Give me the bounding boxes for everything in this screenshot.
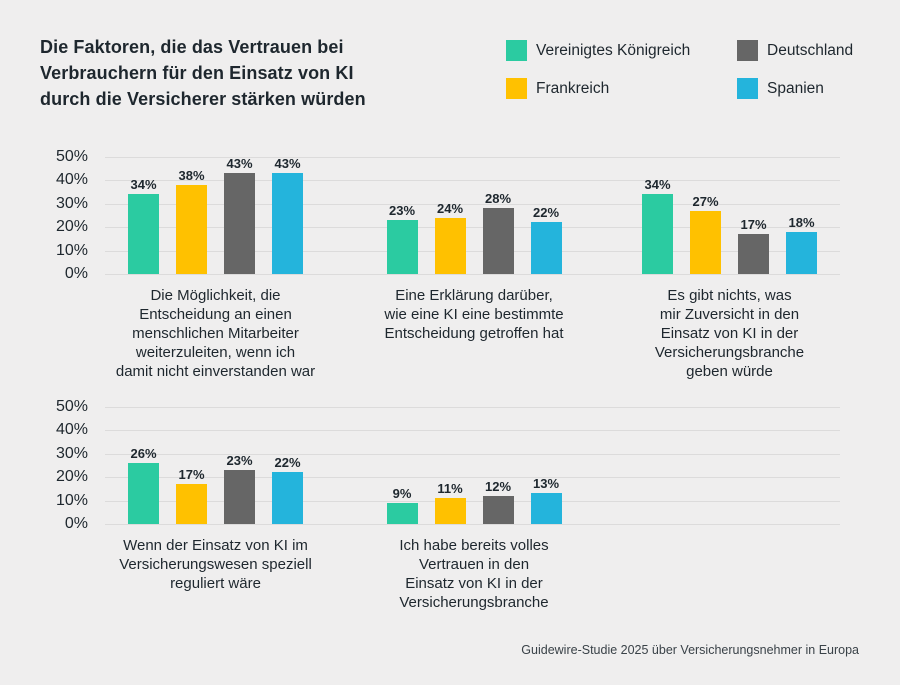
y-axis-tick-label: 50% xyxy=(55,397,88,415)
legend-item-uk: Vereinigtes Königreich xyxy=(506,40,737,61)
chart-row-1: 50% 40% 30% 20% 10% 0% 34% 38% 43% 43% Die Möglich… xyxy=(0,140,900,390)
chart-row-2: 50% 40% 30% 20% 10% 0% 26% 17% 23% 22% Wenn der Ei… xyxy=(0,390,900,640)
category-label: Ich habe bereits volles Vertrauen in den… xyxy=(399,537,549,611)
bar-value-label: 22% xyxy=(274,455,301,471)
bar-value-label: 43% xyxy=(226,155,253,171)
gridline xyxy=(105,227,840,228)
legend-label-france: Frankreich xyxy=(536,80,610,97)
bar xyxy=(272,472,303,524)
bar xyxy=(176,484,207,524)
gridline xyxy=(105,453,840,455)
legend-swatch-spain xyxy=(737,78,758,99)
bar-value-label: 26% xyxy=(130,445,157,461)
category-label: Wenn der Einsatz von KI im Versicherungs… xyxy=(119,537,312,592)
bar-value-label: 23% xyxy=(226,452,253,468)
y-axis-tick-label: 0% xyxy=(64,515,88,532)
legend-swatch-uk xyxy=(506,40,527,61)
y-axis-tick-label: 50% xyxy=(55,147,88,165)
bar xyxy=(224,172,255,274)
bar-value-label: 24% xyxy=(436,200,464,216)
bar-value-label: 13% xyxy=(532,476,560,492)
gridline xyxy=(105,250,840,252)
bar xyxy=(738,234,769,274)
bar xyxy=(386,502,418,524)
bar-value-label: 34% xyxy=(644,177,671,193)
bar xyxy=(176,184,207,274)
bar xyxy=(434,217,466,274)
legend-item-france: Frankreich xyxy=(506,78,737,99)
y-axis-tick-label: 10% xyxy=(55,241,88,259)
bar xyxy=(786,231,817,274)
bar-value-label: 23% xyxy=(388,202,416,218)
legend-item-germany: Deutschland xyxy=(737,40,853,61)
legend-label-uk: Vereinigtes Königreich xyxy=(536,42,691,59)
chart-title: Die Faktoren, die das Vertrauen bei Verb… xyxy=(40,37,366,109)
bar xyxy=(482,208,514,274)
gridline xyxy=(105,203,840,205)
gridline xyxy=(105,430,840,431)
y-axis-tick-label: 20% xyxy=(55,468,88,485)
bar-value-label: 27% xyxy=(692,193,719,209)
gridline xyxy=(105,156,840,158)
bar xyxy=(224,469,255,524)
legend: Vereinigtes Königreich Deutschland Frank… xyxy=(506,40,853,99)
gridline xyxy=(105,406,840,408)
legend-label-spain: Spanien xyxy=(767,80,824,97)
bar xyxy=(128,462,159,524)
bar-value-label: 38% xyxy=(178,167,205,183)
gridline xyxy=(105,180,840,181)
gridline xyxy=(105,274,840,275)
y-axis-tick-label: 20% xyxy=(55,218,88,235)
bar-value-label: 22% xyxy=(532,205,560,221)
gridline xyxy=(105,524,840,525)
bar-value-label: 34% xyxy=(130,177,157,193)
bar xyxy=(386,219,418,274)
bar xyxy=(642,194,673,274)
y-axis-tick-label: 30% xyxy=(55,444,88,462)
legend-swatch-france xyxy=(506,78,527,99)
legend-item-spain: Spanien xyxy=(737,78,853,99)
bar-value-label: 18% xyxy=(788,214,815,230)
bar xyxy=(272,172,303,274)
bar-value-label: 17% xyxy=(740,217,767,233)
category-label: Eine Erklärung darüber, wie eine KI eine… xyxy=(384,287,564,342)
legend-swatch-germany xyxy=(737,40,758,61)
gridline xyxy=(105,477,840,478)
bar-value-label: 11% xyxy=(437,481,463,497)
bar-value-label: 12% xyxy=(484,478,512,494)
category-label: Die Möglichkeit, die Entscheidung an ein… xyxy=(115,287,316,380)
y-axis-tick-label: 30% xyxy=(55,194,88,212)
y-axis-tick-label: 40% xyxy=(55,421,88,438)
bar-value-label: 43% xyxy=(274,155,301,171)
y-axis-tick-label: 0% xyxy=(64,265,88,282)
bar-value-label: 9% xyxy=(392,485,412,501)
y-axis-tick-label: 40% xyxy=(55,171,88,188)
bar-value-label: 28% xyxy=(484,191,512,207)
bar xyxy=(530,493,562,524)
bar xyxy=(690,210,721,274)
source-note: Guidewire-Studie 2025 über Versicherungs… xyxy=(521,643,859,657)
legend-label-germany: Deutschland xyxy=(767,42,854,59)
bar xyxy=(482,495,514,524)
category-label: Es gibt nichts, was mir Zuversicht in de… xyxy=(654,287,805,380)
bar-value-label: 17% xyxy=(178,467,205,483)
bar xyxy=(530,222,562,274)
y-axis-tick-label: 10% xyxy=(55,491,88,509)
bar xyxy=(128,194,159,274)
bar xyxy=(434,498,466,524)
gridline xyxy=(105,500,840,502)
